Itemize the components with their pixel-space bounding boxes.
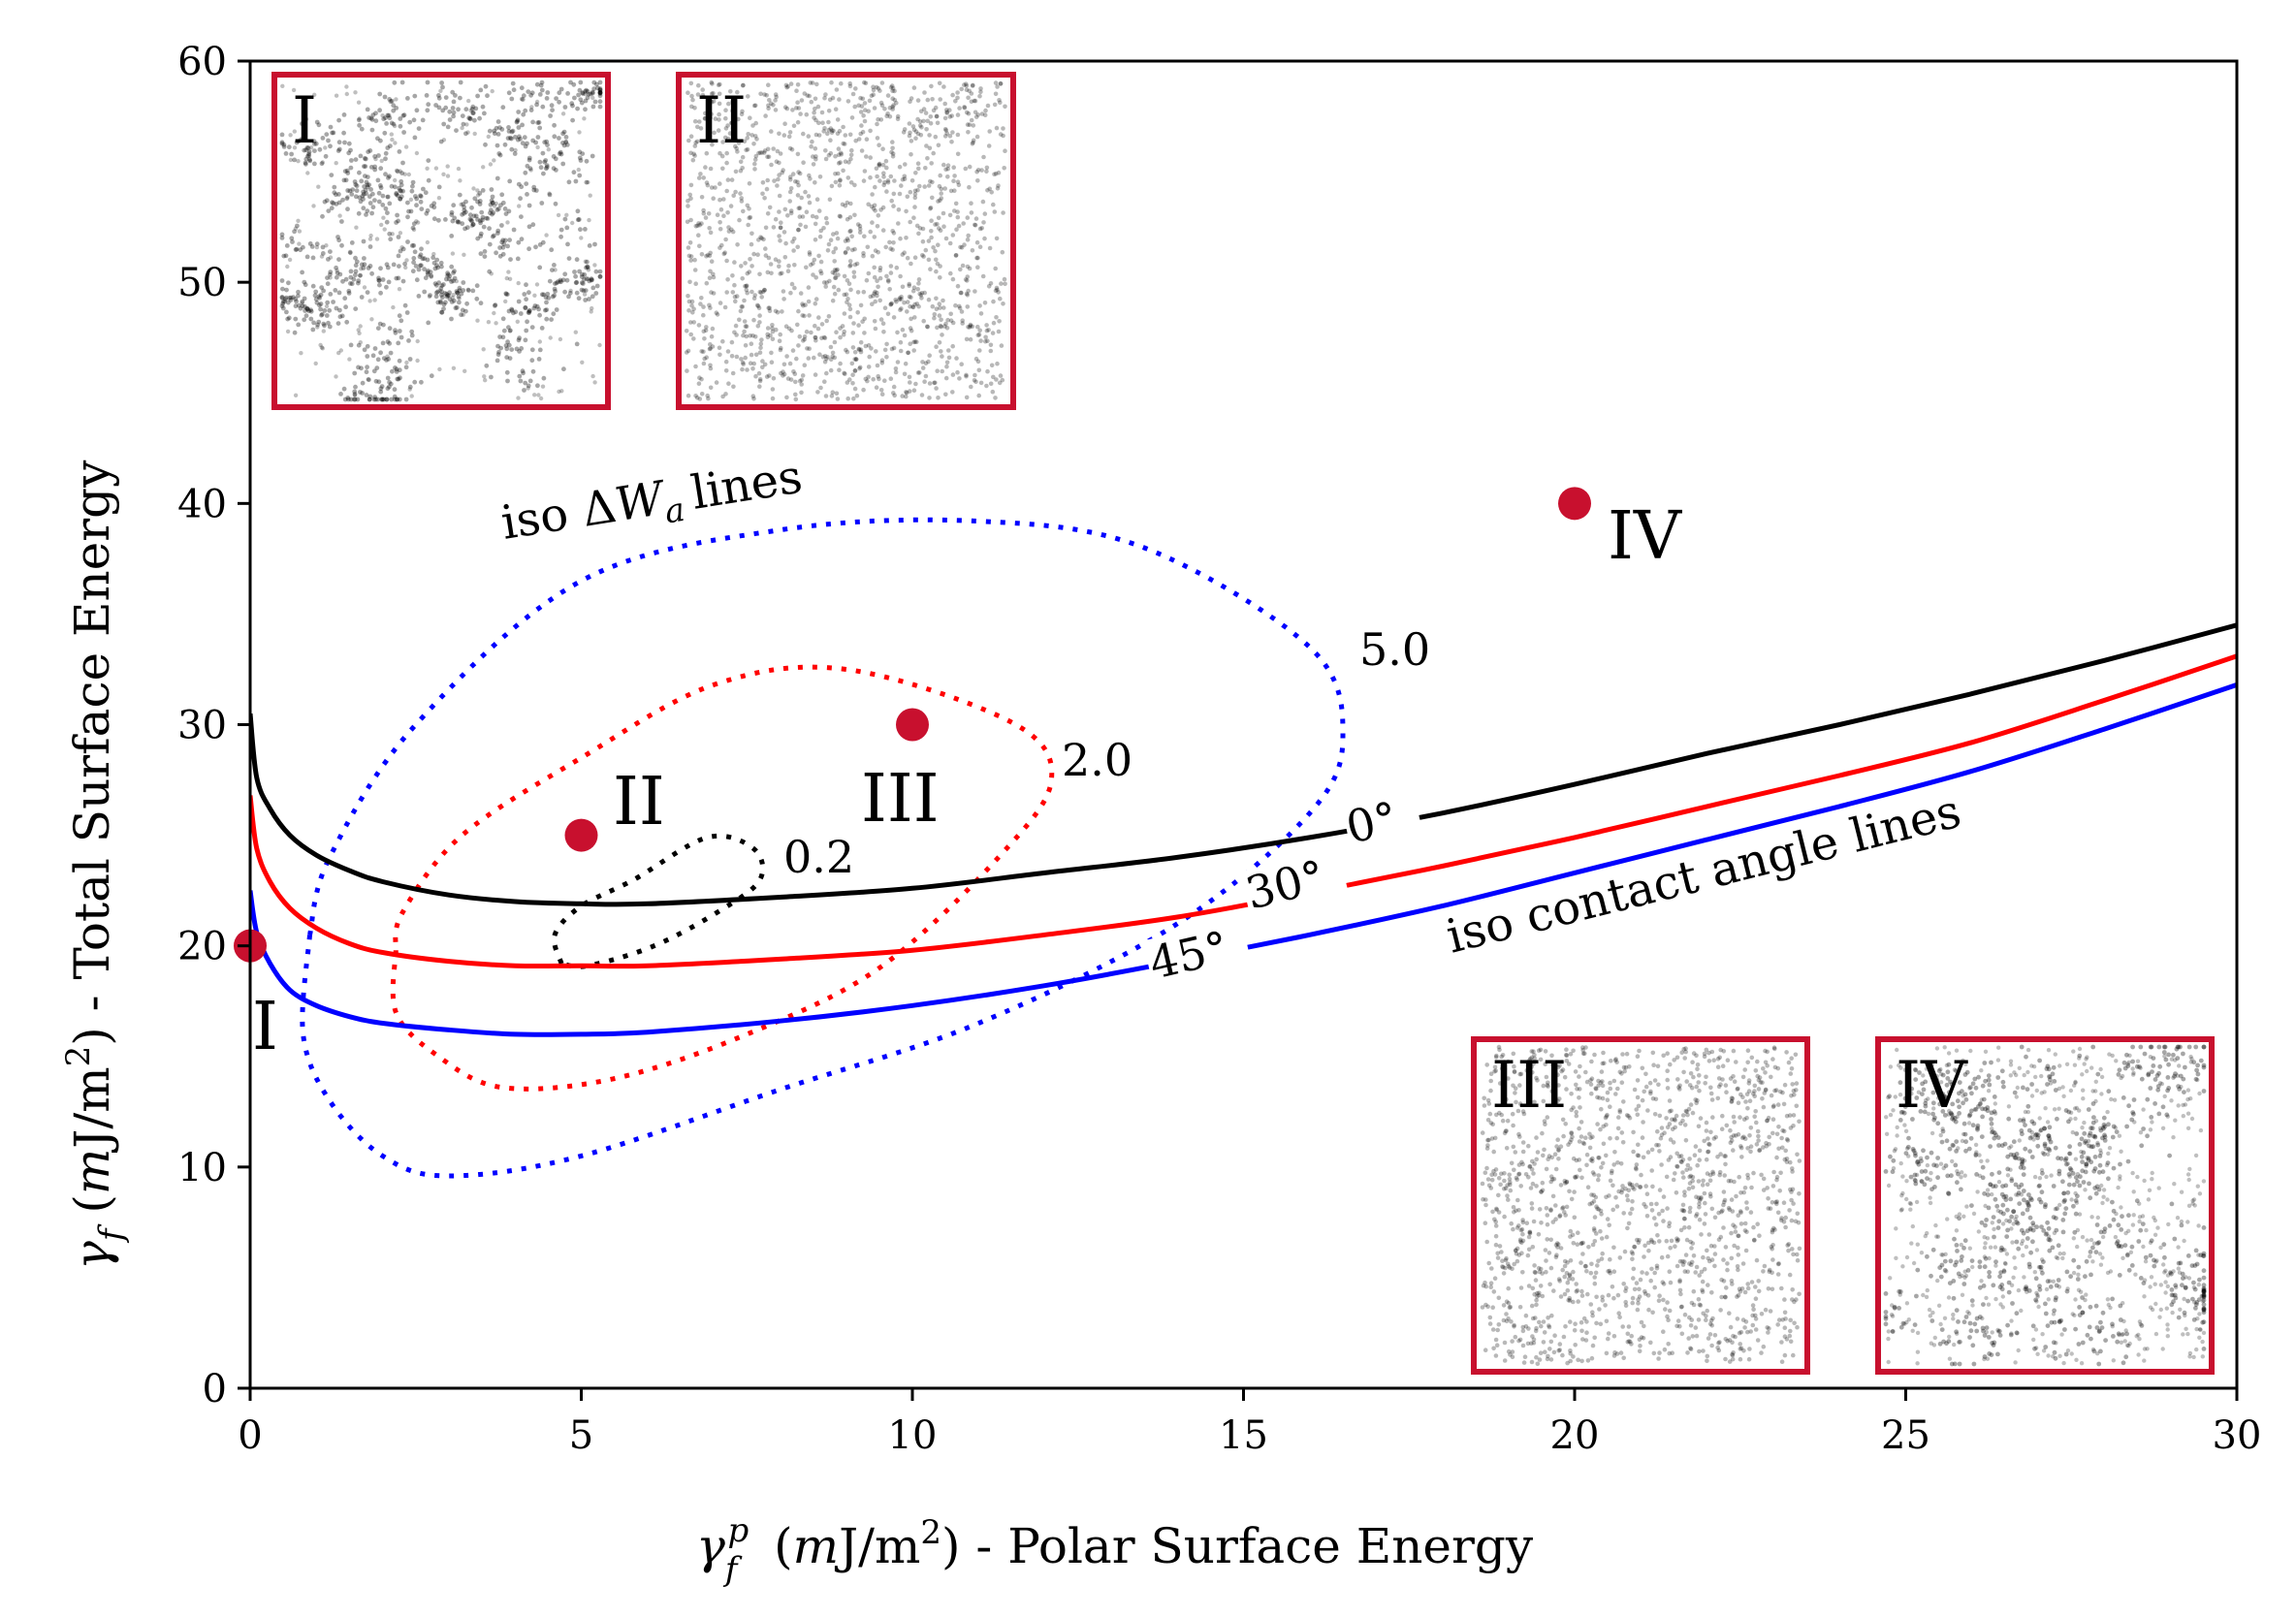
annotation-iso-contact-angle: iso contact angle lines [1441, 784, 1965, 965]
x-tick-label-10: 10 [888, 1413, 938, 1458]
point-label-I: I [252, 989, 278, 1065]
point-label-IV: IV [1608, 498, 1683, 575]
inset-label-I: I [292, 83, 317, 158]
inset-I: I [271, 72, 611, 410]
inset-frame-IV [1875, 1036, 2215, 1375]
label-gap-1 [1239, 847, 1352, 929]
y-tick-label-0: 0 [203, 1367, 227, 1411]
curve-label-gaps [1142, 785, 1425, 998]
inset-IV: IV [1875, 1036, 2215, 1375]
contact-angle-line-30 [250, 653, 2237, 969]
inset-II: II [676, 72, 1016, 410]
y-tick-label-30: 30 [177, 704, 227, 748]
y-tick-label-50: 50 [177, 261, 227, 305]
inset-particles-III [1480, 1044, 1802, 1367]
iso-dwa-line-0.2 [551, 833, 766, 969]
y-tick-label-10: 10 [177, 1146, 227, 1190]
curves-layer [250, 517, 2237, 1179]
y-tick-label-60: 60 [177, 40, 227, 84]
label-dwa-2.0: 2.0 [1062, 734, 1132, 786]
point-label-III: III [861, 761, 940, 838]
x-axis-label: γfp (mJ/m2) - Polar Surface Energy [696, 1511, 1534, 1589]
contact-angle-line-45 [250, 682, 2237, 1037]
inset-label-II: II [696, 83, 747, 158]
label-dwa-5.0: 5.0 [1359, 623, 1430, 676]
ticks-layer: 0 5 10 15 20 25 30 0 10 20 30 40 50 60 [177, 40, 2261, 1458]
label-gap-0 [1340, 785, 1425, 859]
points-layer [234, 487, 1591, 963]
annotation-iso-dwa: iso ΔWalines [497, 450, 807, 557]
contact-angle-line-0 [250, 622, 2237, 907]
inset-particles-II [684, 79, 1007, 402]
x-tick-label-30: 30 [2213, 1413, 2262, 1458]
y-tick-label-20: 20 [177, 925, 227, 969]
inset-particles-IV [1883, 1044, 2207, 1367]
label-gap-2 [1142, 918, 1255, 998]
y-tick-label-40: 40 [177, 482, 227, 526]
point-label-II: II [613, 764, 665, 840]
x-tick-label-0: 0 [238, 1413, 262, 1458]
x-tick-label-20: 20 [1550, 1413, 1600, 1458]
data-point-IV [1558, 487, 1591, 521]
x-tick-label-25: 25 [1881, 1413, 1930, 1458]
data-point-II [564, 818, 598, 852]
inset-frame-III [1471, 1036, 1810, 1375]
inset-frame-I [271, 72, 611, 410]
label-angle-0: 0° [1341, 791, 1402, 853]
inset-III: III [1471, 1036, 1810, 1375]
data-point-III [896, 708, 929, 742]
inset-label-IV: IV [1896, 1048, 1968, 1123]
inset-particles-I [279, 79, 603, 402]
label-dwa-0.2: 0.2 [783, 831, 854, 883]
x-tick-label-15: 15 [1219, 1413, 1268, 1458]
x-tick-label-5: 5 [569, 1413, 593, 1458]
y-axis-label: γf (mJ/m2) - Total Surface Energy [59, 460, 131, 1270]
inset-label-III: III [1491, 1048, 1567, 1123]
inset-frame-II [676, 72, 1016, 410]
